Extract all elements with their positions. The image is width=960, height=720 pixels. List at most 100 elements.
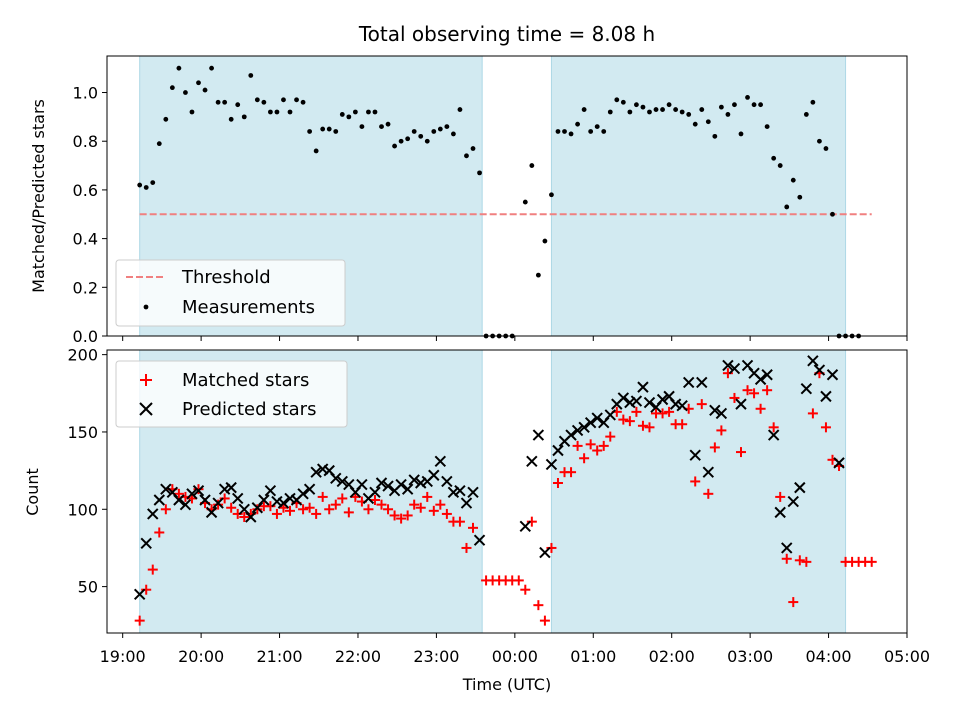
matched-star-point: [677, 419, 688, 430]
measurement-point: [653, 107, 659, 112]
measurement-point: [686, 112, 692, 117]
measurement-point: [594, 124, 600, 130]
measurement-point: [307, 129, 313, 134]
matched-star-point: [729, 392, 740, 403]
bottom-x-ticks: 19:00 20:00 21:00 22:00 23:00 00:00 01:00 02:00…: [100, 633, 930, 666]
matched-star-point: [762, 385, 773, 396]
top-y-axis-label: Matched/Predicted stars: [29, 99, 48, 293]
x-axis-label: Time (UTC): [462, 675, 551, 694]
y-tick-label: 0.6: [73, 181, 98, 200]
matched-star-point: [468, 522, 479, 533]
measurement-point: [803, 112, 809, 117]
matched-star-point: [383, 504, 394, 515]
matched-star-point: [631, 406, 642, 417]
matched-star-point: [317, 491, 328, 502]
predicted-star-point: [218, 483, 231, 495]
matched-star-point: [265, 501, 276, 512]
measurement-point: [699, 107, 705, 112]
x-tick-label: 21:00: [256, 647, 302, 666]
x-tick-label: 00:00: [492, 647, 538, 666]
measurement-point: [666, 102, 672, 108]
predicted-star-point: [578, 421, 590, 434]
predicted-star-point: [702, 466, 715, 478]
measurement-point: [712, 133, 718, 139]
x-tick-label: 05:00: [884, 647, 930, 666]
predicted-star-point: [277, 497, 290, 509]
measurement-point: [692, 121, 698, 127]
measurement-point: [555, 129, 561, 134]
matched-star-point: [566, 467, 577, 478]
matched-star-point: [644, 422, 655, 433]
predicted-star-point: [728, 362, 741, 375]
measurement-point: [607, 109, 613, 115]
measurement-point: [817, 138, 822, 144]
predicted-star-point: [316, 463, 329, 475]
predicted-star-point: [624, 396, 636, 409]
measurement-point: [228, 116, 234, 122]
y-tick-label: 50: [78, 578, 98, 597]
matched-star-point: [539, 615, 550, 626]
predicted-star-point: [676, 399, 688, 412]
measurement-point: [418, 133, 424, 139]
legend-measurements-label: Measurements: [182, 297, 315, 318]
measurement-point: [281, 97, 286, 103]
predicted-star-point: [630, 395, 643, 407]
y-tick-label: 150: [67, 423, 98, 442]
measurement-point: [169, 85, 175, 91]
measurement-point: [745, 94, 750, 100]
predicted-star-point: [781, 542, 793, 554]
matched-star-point: [134, 615, 145, 626]
matched-star-point: [252, 504, 263, 515]
measurement-point: [535, 272, 541, 278]
measurement-point: [137, 182, 143, 188]
legend-matched-label: Matched stars: [182, 370, 309, 391]
predicted-star-point: [617, 392, 630, 404]
measurement-point: [542, 238, 548, 244]
predicted-star-point: [591, 412, 603, 424]
matched-star-point: [154, 527, 165, 538]
measurement-point: [235, 102, 241, 108]
predicted-star-point: [303, 483, 316, 495]
predicted-star-point: [395, 478, 407, 491]
predicted-star-point: [153, 494, 165, 506]
matched-star-point: [696, 399, 707, 410]
predicted-star-point: [133, 588, 146, 601]
measurements-legend-swatch: [143, 304, 149, 310]
predicted-star-point: [682, 376, 695, 389]
matched-star-point: [618, 414, 629, 425]
x-tick-label: 01:00: [570, 647, 616, 666]
matched-star-point: [376, 499, 387, 510]
measurement-point: [339, 112, 345, 117]
predicted-star-point: [545, 458, 558, 471]
matched-star-point: [271, 508, 282, 519]
predicted-star-point: [519, 520, 532, 533]
matched-star-point: [768, 422, 779, 433]
measurement-point: [444, 124, 450, 130]
bottom-panel: 50 100 150 200 19:00 20:00 21:00 22:00 23:00 00:…: [23, 346, 930, 694]
predicted-star-point: [336, 475, 349, 488]
measurement-point: [196, 80, 201, 86]
measurement-point: [313, 148, 319, 154]
predicted-star-point: [382, 480, 394, 492]
measurement-point: [627, 109, 633, 115]
predicted-star-point: [225, 481, 237, 494]
measurement-point: [366, 109, 371, 115]
measurement-point: [241, 114, 247, 120]
predicted-star-point: [401, 483, 414, 495]
measurement-point: [150, 180, 156, 186]
matched-star-point: [343, 507, 354, 518]
measurement-point: [784, 204, 790, 210]
matched-star-point: [415, 502, 426, 513]
measurement-point: [176, 65, 182, 71]
matched-star-point: [533, 600, 544, 611]
measurement-point: [431, 129, 437, 134]
matched-star-point: [285, 505, 296, 516]
predicted-star-point: [709, 404, 721, 417]
matched-star-point: [219, 493, 230, 504]
matched-star-point: [807, 408, 818, 419]
predicted-star-point: [643, 396, 656, 409]
measurement-point: [398, 138, 404, 144]
matched-star-point: [369, 495, 380, 506]
predicted-star-point: [761, 369, 773, 381]
